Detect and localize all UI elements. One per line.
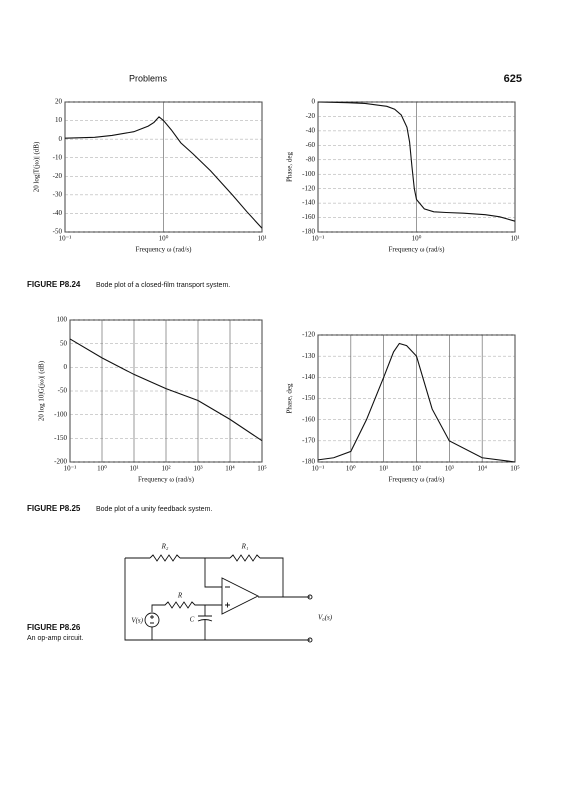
x-tick-label: 10⁻¹ <box>64 465 77 473</box>
chart: -180 -170 -160 -150 -140 -130 -120 10⁻¹ 10⁰ 10¹ 10… <box>286 331 521 484</box>
x-axis-label: Frequency ω (rad/s) <box>389 476 446 484</box>
y-tick-label: 0 <box>312 98 316 106</box>
x-tick-label: 10⁵ <box>257 465 267 473</box>
line <box>317 101 516 222</box>
circuit-label: R₂ <box>161 543 169 551</box>
line <box>69 338 263 442</box>
x-tick-label: 10⁻¹ <box>59 235 72 243</box>
line <box>317 342 516 463</box>
line <box>64 116 263 229</box>
resistor <box>229 554 261 562</box>
op-amp-signs <box>225 586 230 608</box>
terminal <box>307 637 313 643</box>
y-tick-label: -150 <box>54 434 67 442</box>
y-axis-label: 20 log 10|G(jω)| (dB) <box>38 360 46 421</box>
y-tick-label: -60 <box>306 141 316 149</box>
x-tick-label: 10¹ <box>510 235 519 243</box>
y-tick-label: -170 <box>302 436 315 444</box>
y-tick-label: -50 <box>53 228 63 236</box>
x-tick-label: 10³ <box>445 465 454 473</box>
figure-label: FIGURE P8.25 <box>27 504 81 513</box>
y-tick-label: -20 <box>306 112 316 120</box>
circuit-label: V(s) <box>131 617 143 625</box>
x-tick-label: 10² <box>161 465 170 473</box>
resistor <box>151 601 222 612</box>
figure-caption: Bode plot of a unity feedback system. <box>96 506 212 513</box>
circuit: R₂ R₁ R C V(s) V₀(s) <box>124 543 333 643</box>
figure-label: FIGURE P8.26 <box>27 623 81 632</box>
y-tick-label: -100 <box>302 170 315 178</box>
page-number: 625 <box>504 73 522 85</box>
x-tick-label: 10¹ <box>257 235 266 243</box>
y-tick-label: 0 <box>64 363 68 371</box>
y-tick-label: -80 <box>306 155 316 163</box>
figure-caption: An op-amp circuit. <box>27 635 83 642</box>
circuit-label: R₁ <box>241 543 249 551</box>
y-axis-label: 20 log|T(jω)| (dB) <box>33 141 41 192</box>
y-tick-label: -120 <box>302 184 315 192</box>
x-tick-label: 10⁴ <box>477 465 487 473</box>
figure-label: FIGURE P8.24 <box>27 280 81 289</box>
x-tick-label: 10³ <box>193 465 202 473</box>
op-amp <box>221 577 260 615</box>
y-tick-label: -200 <box>54 458 67 466</box>
running-head: Problems <box>129 73 168 83</box>
y-tick-label: -10 <box>53 153 63 161</box>
x-tick-label: 10¹ <box>129 465 138 473</box>
y-tick-label: -140 <box>302 199 315 207</box>
x-tick-label: 10⁰ <box>412 235 422 243</box>
x-tick-label: 10⁻¹ <box>312 235 325 243</box>
x-tick-label: 10⁰ <box>97 465 107 473</box>
x-axis-label: Frequency ω (rad/s) <box>136 246 193 254</box>
chart: -50 -40 -30 -20 -10 0 10 20 10⁻¹ 10⁰ 10¹ Frequency … <box>33 98 267 254</box>
y-tick-label: -130 <box>302 352 315 360</box>
chart: -200 -150 -100 -50 0 50 100 10⁻¹ 10⁰ 10¹ 10² 10³ 10⁴… <box>38 316 268 484</box>
capacitor <box>197 605 213 640</box>
y-tick-label: -140 <box>302 373 315 381</box>
y-axis-label: Phase, deg <box>286 152 294 182</box>
wire <box>204 558 222 588</box>
terminal <box>307 594 313 600</box>
y-tick-label: 20 <box>55 98 63 106</box>
chart: -180 -160 -140 -120 -100 -80 -60 -40 -20 0 10⁻¹ 10⁰… <box>286 98 520 254</box>
y-axis-label: Phase, deg <box>286 383 294 413</box>
y-tick-label: -160 <box>302 213 315 221</box>
resistor <box>149 554 181 562</box>
x-tick-label: 10² <box>412 465 421 473</box>
y-tick-label: -120 <box>302 331 315 339</box>
y-tick-label: 10 <box>55 116 63 124</box>
y-tick-label: -160 <box>302 415 315 423</box>
y-tick-label: 50 <box>60 339 68 347</box>
y-tick-label: -30 <box>53 190 63 198</box>
y-tick-label: -100 <box>54 410 67 418</box>
circuit-label: R <box>177 592 183 600</box>
wire <box>124 558 310 641</box>
x-tick-label: 10⁴ <box>225 465 235 473</box>
x-tick-label: 10⁰ <box>346 465 356 473</box>
y-tick-label: 100 <box>57 316 68 324</box>
y-tick-label: -180 <box>302 228 315 236</box>
circuit-label: C <box>190 616 195 624</box>
x-tick-label: 10⁻¹ <box>312 465 325 473</box>
x-tick-label: 10⁰ <box>159 235 169 243</box>
x-tick-label: 10¹ <box>379 465 388 473</box>
x-axis-label: Frequency ω (rad/s) <box>138 476 195 484</box>
y-tick-label: -150 <box>302 394 315 402</box>
y-tick-label: -50 <box>58 387 68 395</box>
y-tick-label: -40 <box>306 126 316 134</box>
x-axis-label: Frequency ω (rad/s) <box>389 246 446 254</box>
y-tick-label: -40 <box>53 209 63 217</box>
figure-caption: Bode plot of a closed-film transport sys… <box>96 282 230 289</box>
y-tick-label: -180 <box>302 458 315 466</box>
y-tick-label: 0 <box>59 135 63 143</box>
y-tick-label: -20 <box>53 172 63 180</box>
circuit-label: V₀(s) <box>318 614 333 622</box>
x-tick-label: 10⁵ <box>510 465 520 473</box>
